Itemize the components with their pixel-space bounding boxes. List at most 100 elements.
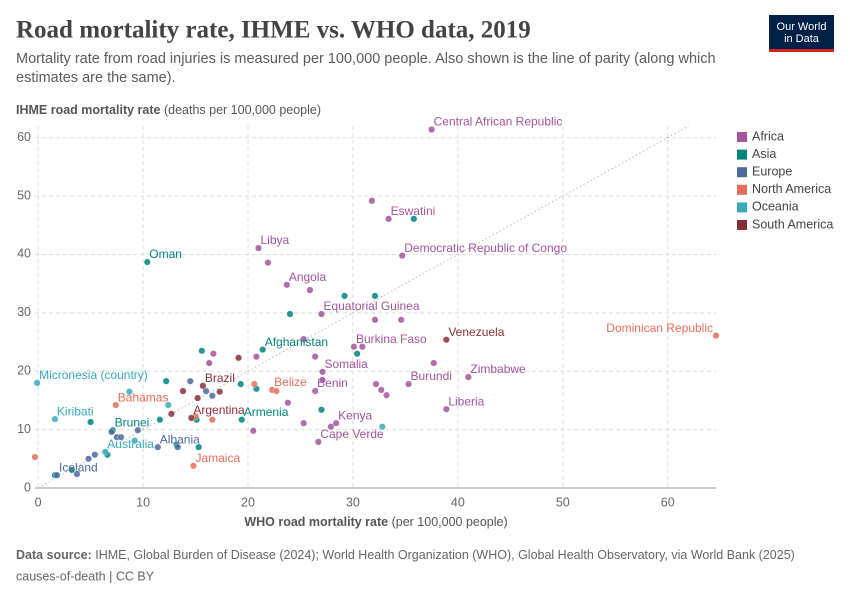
point [194, 394, 202, 402]
point-label: Kiribati [57, 404, 94, 418]
note: causes-of-death | CC BY [16, 569, 155, 583]
point [195, 443, 203, 451]
point-label: Kenya [338, 408, 372, 422]
point [311, 387, 319, 395]
point [87, 418, 95, 426]
x-axis-title: WHO road mortality rate [244, 515, 388, 529]
point [350, 343, 358, 351]
point [208, 416, 216, 424]
point [286, 310, 294, 318]
point [117, 433, 125, 441]
point-label: Cape Verde [320, 427, 384, 441]
point [311, 353, 319, 361]
point [238, 416, 246, 424]
point [383, 391, 391, 399]
y-axis-unit: (deaths per 100,000 people) [164, 103, 321, 117]
point [108, 428, 116, 436]
point [368, 197, 376, 205]
point [91, 451, 99, 459]
point [283, 281, 291, 289]
point-label: Somalia [325, 357, 369, 371]
point [156, 416, 164, 424]
point-label: Jamaica [195, 451, 240, 465]
point [272, 387, 280, 395]
point [341, 292, 349, 300]
x-tick-label: 20 [241, 495, 255, 509]
point-label: Argentina [193, 403, 245, 417]
point [85, 455, 93, 463]
legend-label: Europe [752, 164, 792, 178]
legend-swatch [737, 220, 747, 230]
point [216, 388, 224, 396]
point [164, 401, 172, 409]
legend-label: South America [752, 217, 833, 231]
x-axis-label: WHO road mortality rate (per 100,000 peo… [244, 515, 507, 529]
source: Data source: IHME, Global Burden of Dise… [16, 548, 795, 562]
point [264, 259, 272, 267]
point [125, 388, 133, 396]
y-tick-label: 30 [17, 305, 31, 319]
point-label: Albania [160, 432, 200, 446]
y-tick-label: 40 [17, 247, 31, 261]
x-tick-label: 10 [136, 495, 150, 509]
subtitle-box: Mortality rate from road injuries is mea… [16, 51, 716, 86]
point-label: Central African Republic [434, 115, 563, 129]
point [209, 350, 217, 358]
legend-swatch [737, 184, 747, 195]
logo-box [769, 15, 834, 51]
point-label: Angola [289, 270, 327, 284]
point [259, 346, 267, 354]
x-tick-label: 0 [35, 495, 42, 509]
point [319, 368, 327, 376]
point-label: Dominican Republic [606, 321, 713, 335]
point [33, 379, 41, 387]
legend-label: Africa [752, 129, 784, 143]
y-tick-label: 20 [17, 364, 31, 378]
legend-label: Asia [752, 147, 776, 161]
point [306, 286, 314, 294]
point [398, 252, 406, 260]
point [397, 316, 405, 324]
point [358, 343, 366, 351]
point-label: Eswatini [391, 204, 436, 218]
point [68, 466, 76, 474]
y-tick-label: 60 [17, 130, 31, 144]
point [53, 471, 61, 479]
point [143, 258, 151, 266]
point [199, 382, 207, 390]
point [410, 215, 418, 223]
point [167, 410, 175, 418]
point [405, 380, 413, 388]
point-label: Venezuela [448, 325, 504, 339]
point [51, 415, 59, 423]
point [378, 423, 386, 431]
source-text: IHME, Global Burden of Disease (2024); W… [95, 548, 795, 562]
point [284, 399, 292, 407]
point [317, 310, 325, 318]
point-label: Australia [107, 437, 154, 451]
point [112, 401, 120, 409]
point [154, 443, 162, 451]
point [101, 448, 109, 456]
point [464, 373, 472, 381]
y-axis-label: IHME road mortality rate (deaths per 100… [16, 103, 321, 117]
point-label: Brazil [205, 371, 235, 385]
y-tick-label: 0 [24, 480, 31, 494]
point-label: Armenia [244, 405, 289, 419]
point [300, 335, 308, 343]
legend-swatch [737, 167, 747, 178]
point-label: Bahamas [118, 390, 169, 404]
x-tick-label: 40 [451, 495, 465, 509]
y-tick-label: 50 [17, 188, 31, 202]
logo-text: Our World [777, 21, 827, 33]
point [314, 438, 322, 446]
point-label: Belize [274, 375, 307, 389]
point [430, 359, 438, 367]
point [442, 405, 450, 413]
point [317, 406, 325, 414]
point [353, 350, 361, 358]
point-label: Iceland [59, 460, 98, 474]
x-tick-label: 60 [661, 495, 675, 509]
